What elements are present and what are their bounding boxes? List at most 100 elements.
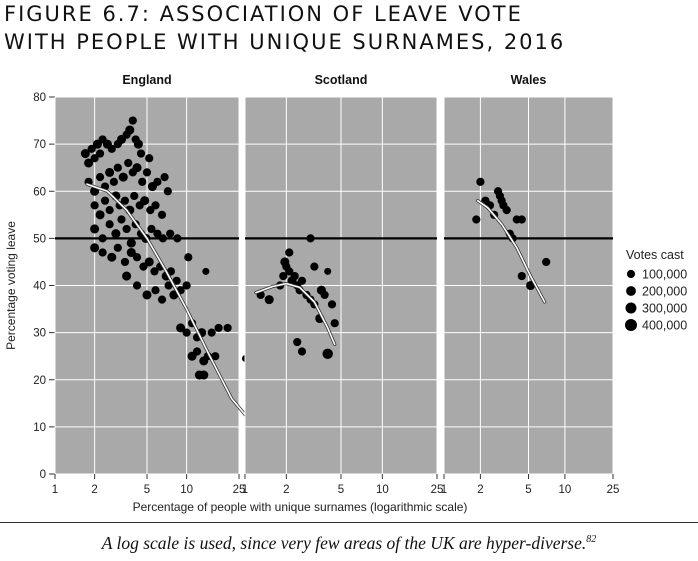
panel-title: Scotland xyxy=(315,73,368,87)
data-point xyxy=(136,149,146,158)
data-point xyxy=(105,220,114,229)
data-point xyxy=(122,271,132,281)
data-point xyxy=(176,323,186,333)
data-point xyxy=(105,167,115,177)
x-tick-label: 25 xyxy=(607,484,620,496)
data-point xyxy=(182,328,191,337)
data-point xyxy=(166,229,175,238)
legend-symbol xyxy=(626,269,636,279)
data-point xyxy=(297,347,307,356)
data-point xyxy=(324,267,332,275)
data-point xyxy=(80,149,90,159)
data-point xyxy=(517,215,526,224)
faceted-scatter-chart: 0 10 20 30 40 50 60 70 80 Percentage voting leave… xyxy=(4,73,687,514)
data-point xyxy=(164,281,173,290)
legend-label: 100,000 xyxy=(642,268,687,282)
data-point xyxy=(476,177,485,186)
data-point xyxy=(322,348,333,360)
data-point xyxy=(316,285,326,295)
data-point xyxy=(499,201,508,210)
data-point xyxy=(113,163,122,172)
y-tick-label: 10 xyxy=(33,422,46,434)
data-point xyxy=(130,191,139,201)
y-tick-label: 30 xyxy=(33,328,46,340)
data-point xyxy=(153,177,162,186)
x-tick-label: 5 xyxy=(338,484,344,496)
data-point xyxy=(109,177,118,186)
data-point xyxy=(163,187,172,196)
legend-label: 300,000 xyxy=(642,302,687,316)
data-point xyxy=(107,252,117,262)
x-tick-label: 1 xyxy=(242,484,248,496)
data-point xyxy=(279,271,288,281)
trend-line xyxy=(86,183,251,421)
data-point xyxy=(157,210,167,219)
figure-title-line-2: WITH PEOPLE WITH UNIQUE SURNAMES, 2016 xyxy=(4,30,566,54)
data-point xyxy=(285,267,294,276)
data-point xyxy=(142,168,152,177)
data-point xyxy=(84,158,94,168)
x-tick-label: 25 xyxy=(233,484,246,496)
x-tick-label: 5 xyxy=(525,484,531,496)
data-point xyxy=(290,271,299,281)
data-point xyxy=(120,196,130,205)
figure-title: FIGURE 6.7: ASSOCIATION OF LEAVE VOTE WI… xyxy=(4,0,694,56)
figure-title-line-1: FIGURE 6.7: ASSOCIATION OF LEAVE VOTE xyxy=(4,2,523,26)
x-tick-label: 5 xyxy=(144,484,150,496)
x-tick-label: 2 xyxy=(91,484,97,496)
y-tick-label: 80 xyxy=(33,92,46,104)
x-tick-label: 10 xyxy=(376,484,389,496)
y-tick-label: 50 xyxy=(33,233,46,245)
y-tick-label: 0 xyxy=(40,469,46,481)
panel-title: Wales xyxy=(511,73,547,87)
data-point xyxy=(472,215,481,224)
y-axis-label: Percentage voting leave xyxy=(4,221,18,350)
data-point xyxy=(100,196,110,205)
data-point xyxy=(495,191,505,201)
legend-symbol xyxy=(625,319,637,331)
data-point xyxy=(310,262,319,271)
data-point xyxy=(327,300,337,309)
data-point xyxy=(126,238,136,248)
data-point xyxy=(128,116,137,125)
data-point xyxy=(111,229,121,239)
data-point xyxy=(120,257,130,267)
data-point xyxy=(517,271,526,281)
data-point xyxy=(105,206,114,215)
data-point xyxy=(542,257,551,267)
caption-footnote-marker: 82 xyxy=(586,534,597,546)
data-point xyxy=(124,158,133,168)
data-point xyxy=(140,196,150,206)
data-point xyxy=(199,370,209,380)
data-point xyxy=(122,224,131,234)
data-point xyxy=(125,125,135,135)
data-point xyxy=(207,328,216,337)
data-point xyxy=(132,281,142,290)
legend-title: Votes cast xyxy=(626,248,684,262)
x-tick-label: 10 xyxy=(558,484,571,496)
x-tick-label: 25 xyxy=(431,484,444,496)
data-point xyxy=(144,257,154,267)
legend-label: 200,000 xyxy=(642,285,687,299)
trend-line xyxy=(476,199,546,303)
data-point xyxy=(138,177,147,186)
figure-caption-text: A log scale is used, since very few area… xyxy=(101,533,587,553)
legend-symbol xyxy=(625,302,637,314)
data-point xyxy=(90,243,100,253)
data-point xyxy=(202,267,210,275)
x-tick-label: 2 xyxy=(477,484,483,496)
data-point xyxy=(182,281,191,290)
data-point xyxy=(211,352,220,361)
data-point xyxy=(147,224,156,234)
data-point xyxy=(151,201,160,210)
data-point xyxy=(293,337,302,347)
x-tick-label: 1 xyxy=(441,484,447,496)
data-point xyxy=(153,229,162,238)
data-point xyxy=(264,295,274,305)
data-point xyxy=(139,262,148,271)
data-point xyxy=(133,139,143,149)
data-point xyxy=(90,224,100,234)
data-point xyxy=(113,243,122,252)
y-tick-label: 20 xyxy=(33,375,46,387)
y-tick-label: 60 xyxy=(33,186,46,198)
